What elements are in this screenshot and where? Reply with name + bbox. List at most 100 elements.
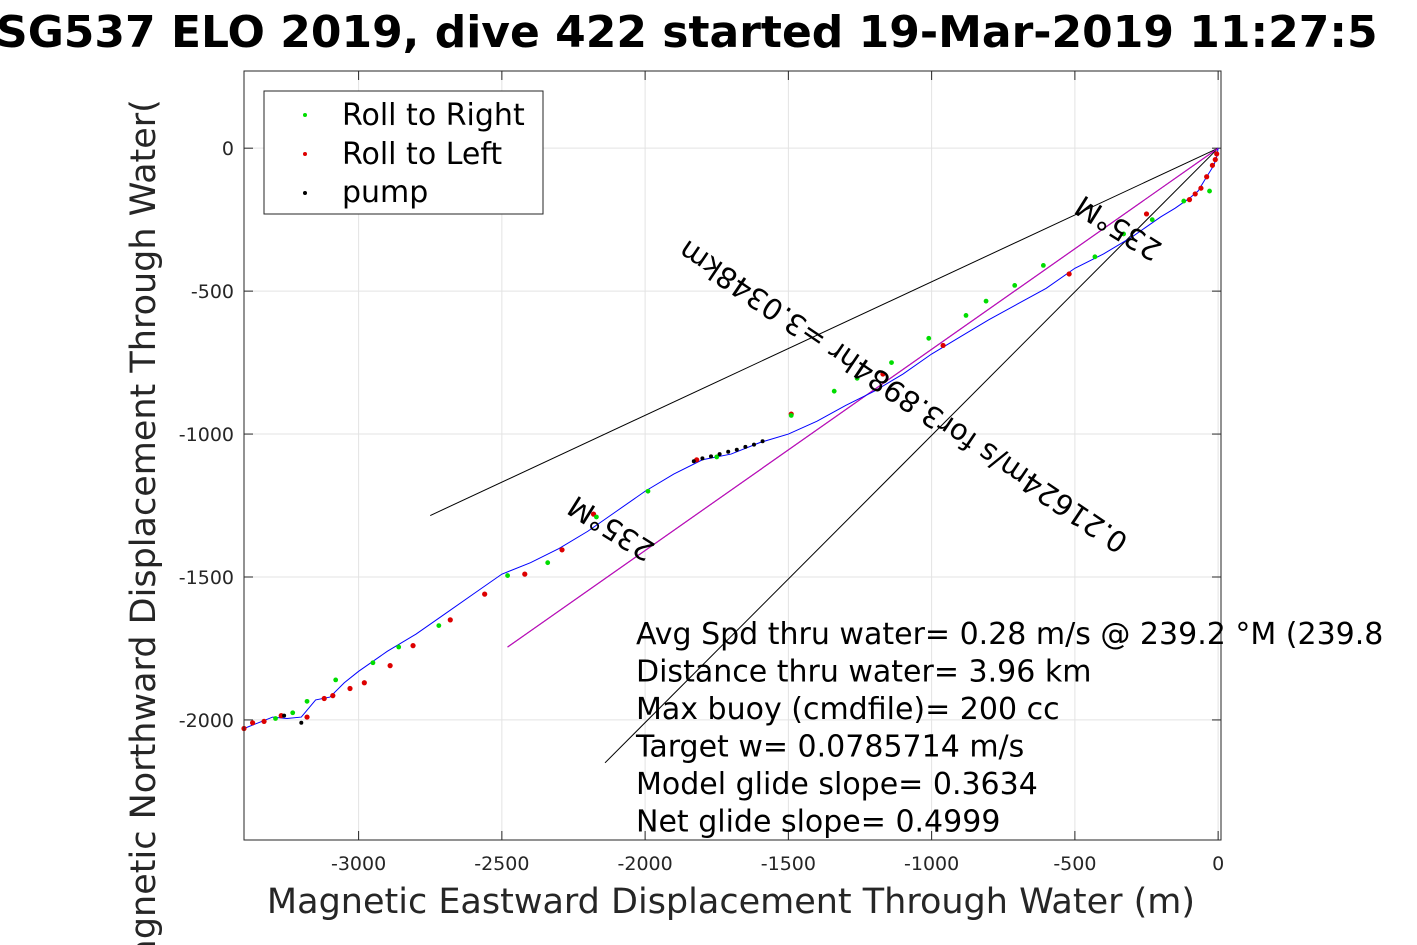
roll-right-point	[714, 454, 720, 460]
roll-right-point	[505, 573, 510, 578]
legend: Roll to Right Roll to Left pump	[263, 90, 544, 215]
x-tick-label: 0	[1212, 853, 1224, 875]
roll-left-point	[447, 617, 453, 623]
roll-left-point	[387, 663, 393, 669]
series-track-line	[243, 148, 1219, 729]
y-tick-label: -2000	[179, 710, 234, 732]
legend-box	[263, 90, 544, 215]
roll-left-point	[249, 720, 256, 726]
legend-marker-roll-right	[303, 113, 307, 117]
pump-point	[751, 442, 756, 447]
pump-point	[734, 447, 739, 452]
roll-left-point	[1192, 191, 1198, 197]
annotation-line: Target w= 0.0785714 m/s	[635, 730, 1024, 765]
roll-right-point	[333, 677, 339, 683]
roll-right-point	[926, 335, 932, 341]
x-tick-label: -500	[1053, 853, 1096, 875]
roll-right-point	[831, 388, 837, 394]
pump-point	[700, 456, 705, 461]
legend-label-roll-left: Roll to Left	[342, 137, 502, 172]
legend-marker-roll-left	[303, 152, 307, 156]
x-tick-label: -3000	[331, 853, 386, 875]
y-tick-label: -1000	[179, 424, 234, 446]
annotation-line: Max buoy (cmdfile)= 200 cc	[636, 692, 1060, 727]
plot-frame	[243, 70, 1222, 841]
roll-left-point	[1066, 271, 1072, 277]
legend-label-pump: pump	[342, 175, 428, 210]
pump-point	[743, 444, 748, 449]
roll-left-point	[1143, 211, 1150, 217]
roll-right-point	[304, 698, 310, 704]
x-tick-label: -2500	[474, 853, 529, 875]
roll-left-point	[940, 342, 946, 349]
roll-right-point	[645, 488, 651, 494]
roll-right-point	[290, 710, 296, 716]
reference-line	[604, 147, 1219, 764]
roll-right-point	[983, 298, 989, 304]
pump-point	[299, 720, 304, 725]
y-tick-label: 0	[222, 138, 234, 160]
annotation-line: Avg Spd thru water= 0.28 m/s @ 239.2 °M …	[636, 617, 1383, 652]
legend-marker-pump	[303, 191, 307, 195]
reference-lines	[430, 147, 1219, 764]
roll-left-point	[1209, 162, 1216, 168]
roll-left-point	[482, 591, 488, 597]
roll-left-point	[304, 714, 310, 720]
roll-right-point	[854, 375, 860, 381]
annotation-line: Net glide slope= 0.4999	[636, 805, 1000, 840]
x-tick-label: -2000	[618, 853, 673, 875]
roll-left-point	[261, 718, 267, 724]
reference-line	[507, 147, 1219, 648]
chart-title: SG537 ELO 2019, dive 422 started 19-Mar-…	[0, 7, 1378, 58]
y-tick-label: -1500	[179, 567, 234, 589]
y-axis-label: Magnetic Northward Displacement Through …	[124, 99, 164, 945]
roll-right-point	[889, 360, 894, 365]
roll-right-point	[370, 660, 376, 666]
roll-left-point	[347, 685, 353, 692]
axis-ticks: -3000 -2500 -2000 -1500 -1000 -500 0 -2000 -1500…	[179, 71, 1224, 875]
roll-left-point	[880, 371, 886, 377]
roll-right-point	[1121, 231, 1126, 237]
roll-left-point	[361, 680, 367, 686]
roll-right-point	[396, 644, 402, 650]
x-tick-label: -1000	[904, 853, 959, 875]
roll-left-point	[278, 713, 284, 719]
roll-right-point	[1092, 254, 1098, 260]
roll-right-point	[1149, 217, 1155, 223]
roll-right-point	[963, 313, 969, 318]
x-tick-label: -1500	[761, 853, 816, 875]
roll-right-point	[1012, 283, 1018, 288]
annotation-line: Model glide slope= 0.3634	[636, 767, 1038, 802]
pump-point	[760, 439, 765, 444]
roll-right-point	[273, 716, 278, 721]
annotation-line: Distance thru water= 3.96 km	[636, 655, 1091, 690]
reference-line	[430, 147, 1219, 516]
legend-label-roll-right: Roll to Right	[342, 98, 525, 133]
roll-right-point	[1181, 198, 1187, 204]
roll-right-point	[545, 560, 551, 566]
roll-left-point	[1214, 151, 1220, 157]
y-tick-label: -500	[191, 281, 234, 303]
roll-right-point	[788, 413, 794, 418]
roll-left-point	[559, 547, 565, 553]
pump-point	[282, 713, 287, 718]
roll-left-point	[1186, 197, 1193, 203]
annotations: Avg Spd thru water= 0.28 m/s @ 239.2 °M …	[635, 617, 1383, 840]
marker-points	[241, 151, 1220, 732]
pump-point	[726, 449, 731, 454]
roll-left-point	[1212, 157, 1218, 163]
x-axis-label: Magnetic Eastward Displacement Through W…	[267, 882, 1195, 922]
roll-right-point	[1040, 262, 1046, 268]
roll-right-point	[594, 514, 599, 520]
pump-point	[717, 452, 722, 457]
roll-left-point	[1204, 174, 1210, 180]
pump-point	[709, 454, 714, 459]
roll-left-point	[410, 643, 416, 649]
roll-right-point	[436, 623, 442, 628]
roll-left-point	[1198, 185, 1204, 191]
roll-right-point	[1207, 188, 1212, 194]
roll-left-point	[330, 693, 336, 699]
roll-left-point	[321, 695, 327, 702]
grid	[244, 71, 1221, 840]
